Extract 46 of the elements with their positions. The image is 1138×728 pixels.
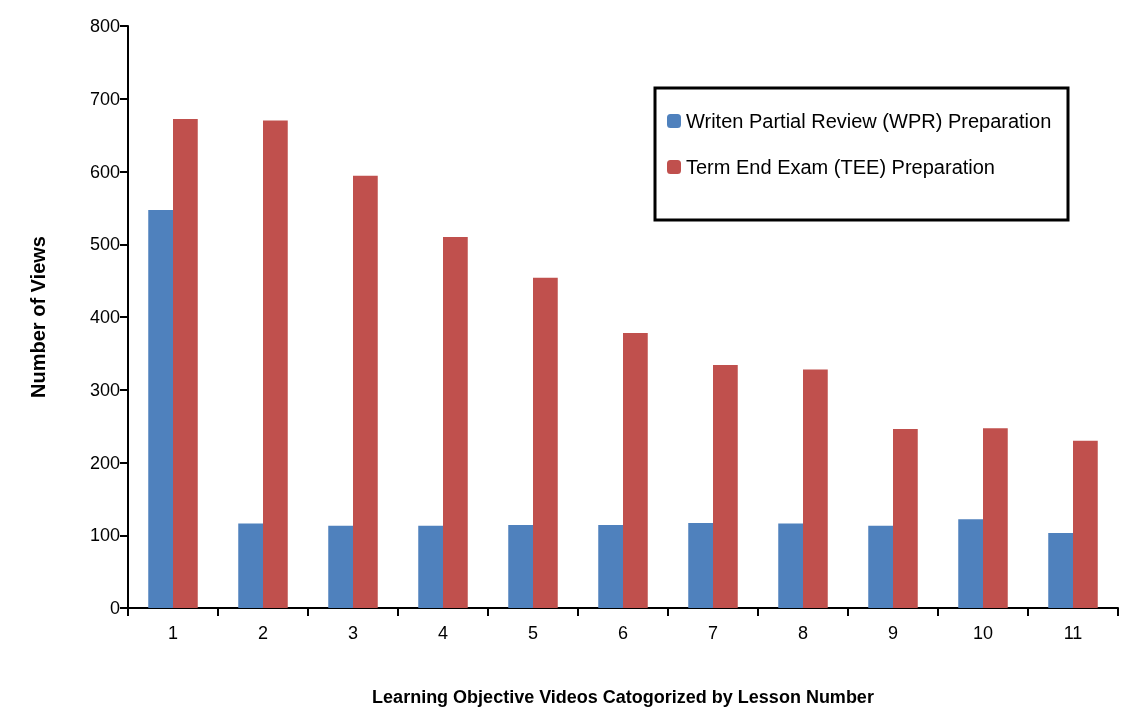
x-tick-label: 3 (347, 623, 359, 643)
x-axis-title: Learning Objective Videos Catogorized by Lesson Number (372, 687, 874, 707)
y-axis-title: Number of Views (27, 236, 49, 398)
legend-label: Writen Partial Review (WPR) Preparation (686, 110, 1052, 132)
x-tick-label: 2 (257, 623, 269, 643)
bar (893, 429, 918, 608)
bar (508, 525, 533, 608)
bar (1048, 533, 1073, 608)
x-tick-label: 8 (797, 623, 809, 643)
legend-label: Term End Exam (TEE) Preparation (686, 156, 995, 178)
bar (598, 525, 623, 608)
bar (713, 365, 738, 608)
bar (328, 525, 353, 608)
bar (238, 523, 263, 608)
x-tick-label: 7 (707, 623, 719, 643)
y-tick-label: 500 (89, 234, 120, 255)
y-tick-label: 300 (89, 379, 120, 400)
bar (353, 175, 378, 608)
y-tick-label: 700 (89, 88, 120, 109)
bar (868, 525, 893, 608)
bar (688, 522, 713, 608)
bar (958, 519, 983, 608)
bar (1073, 440, 1098, 608)
bar (443, 236, 468, 608)
bar (803, 369, 828, 608)
bar (623, 333, 648, 608)
y-tick-label: 800 (89, 16, 120, 36)
x-tick-label: 10 (972, 623, 994, 643)
bar (533, 277, 558, 608)
y-tick-label: 200 (89, 452, 120, 473)
y-tick-label: 100 (89, 525, 120, 546)
x-tick-label: 9 (887, 623, 899, 643)
bar (263, 120, 288, 608)
x-tick-label: 1 (167, 623, 179, 643)
bar (148, 210, 173, 608)
x-tick-label: 5 (527, 623, 539, 643)
x-tick-label: 4 (437, 623, 449, 643)
x-tick-label: 6 (617, 623, 629, 643)
bar (418, 525, 443, 608)
y-tick-label: 600 (89, 161, 120, 182)
y-tick-label: 400 (89, 307, 120, 327)
bar (983, 428, 1008, 608)
y-tick-label: 0 (109, 598, 120, 618)
bar (778, 523, 803, 608)
bar (173, 119, 198, 608)
x-tick-label: 11 (1063, 623, 1083, 643)
